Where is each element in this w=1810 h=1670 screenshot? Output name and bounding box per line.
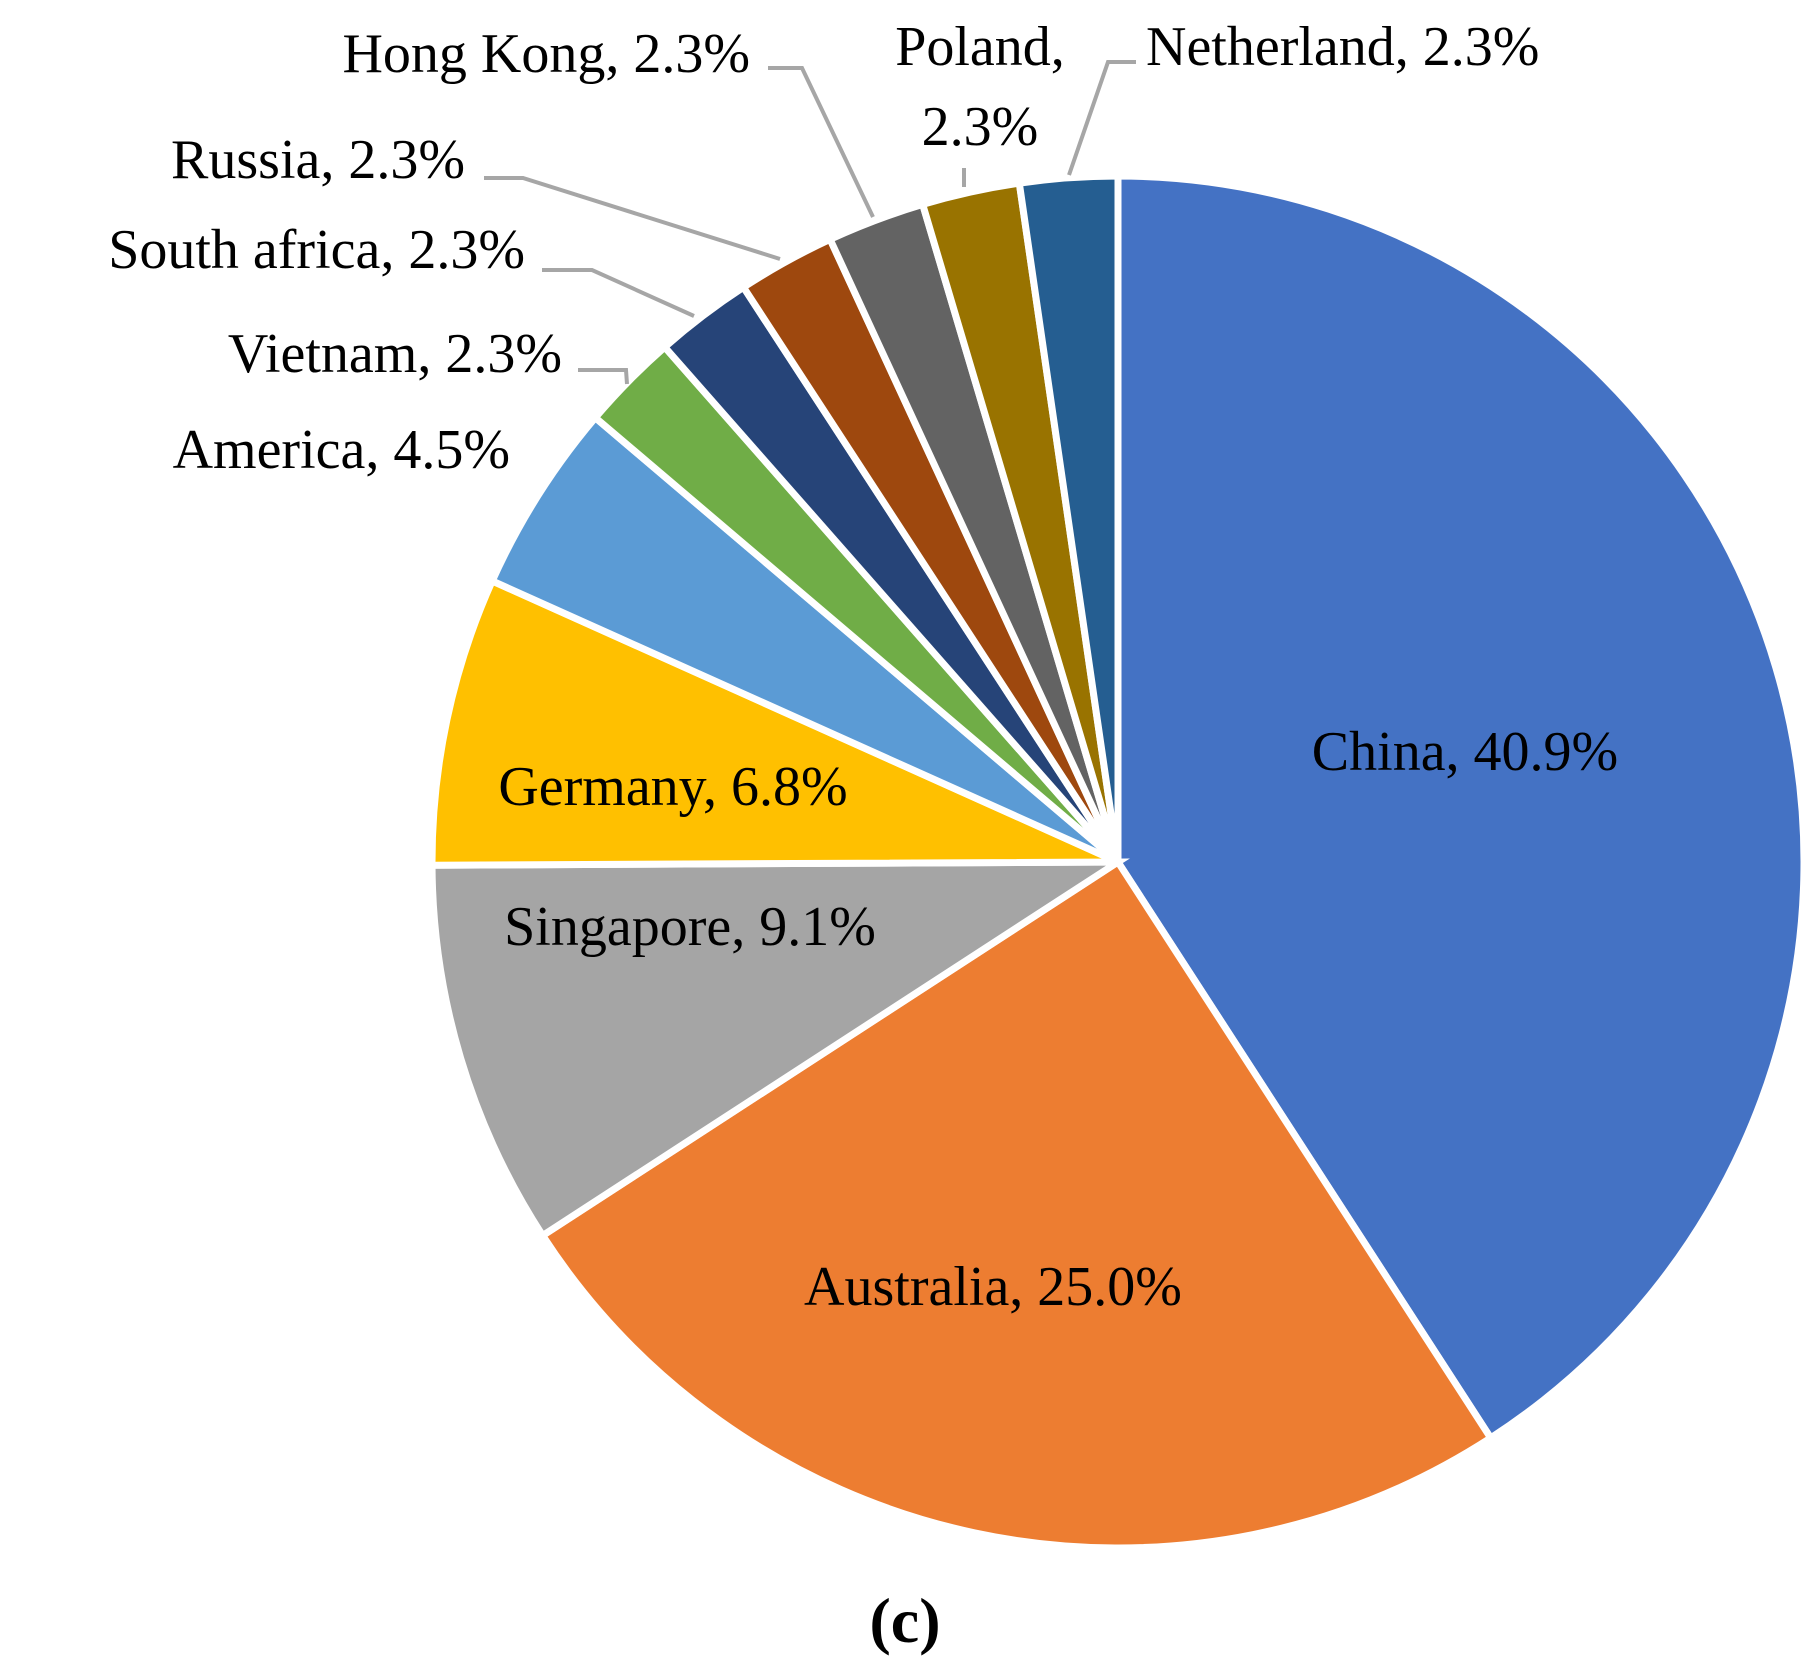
pie-slice-germany [428,576,1120,869]
data-label-netherland: Netherland, 2.3% [1146,16,1539,78]
data-label-america: America, 4.5% [173,419,510,481]
leader-line-south-africa [542,268,695,318]
data-label-russia: Russia, 2.3% [171,129,465,191]
data-label-china: China, 40.9% [1312,721,1618,783]
labels-layer: China, 40.9% Australia, 25.0% Singapore, 9… [108,16,1618,1318]
data-label-hong-kong: Hong Kong, 2.3% [342,23,750,85]
data-label-poland-line-2: 2.3% [922,96,1039,158]
leader-line-russia [484,176,781,261]
leader-line-netherland [1067,60,1136,176]
data-label-germany: Germany, 6.8% [498,756,847,818]
pie-slice-australia [537,857,1496,1552]
pie-slice-america [487,412,1121,866]
data-label-vietnam: Vietnam, 2.3% [228,323,562,385]
slices-layer [428,172,1808,1552]
data-label-poland-line-1: Poland, [895,16,1065,78]
chart-caption: (c) [869,1585,940,1656]
data-label-australia: Australia, 25.0% [804,1256,1182,1318]
pie-slice-singapore [428,858,1130,1241]
leader-line-vietnam [578,368,629,385]
data-label-south-africa: South africa, 2.3% [108,219,525,281]
leader-lines-layer [484,60,1136,385]
data-label-singapore: Singapore, 9.1% [504,896,876,958]
pie-slice-netherland [1015,172,1122,863]
leader-line-hong-kong [768,66,875,218]
